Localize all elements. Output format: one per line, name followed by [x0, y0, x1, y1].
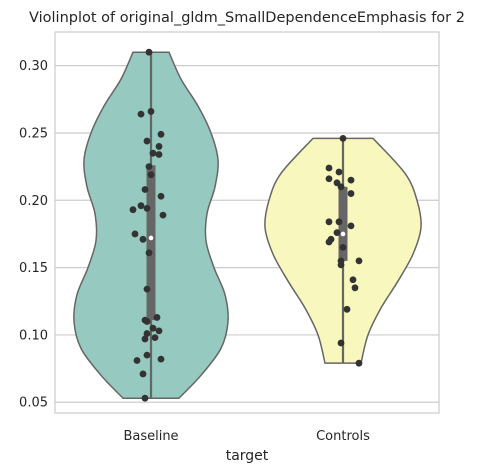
- data-point: [151, 334, 159, 342]
- median-marker-controls: [340, 231, 346, 237]
- data-point: [339, 244, 347, 251]
- x-axis-label: target: [226, 448, 269, 464]
- data-point: [157, 192, 165, 200]
- data-point: [147, 171, 155, 179]
- data-point: [355, 359, 363, 367]
- data-point: [141, 186, 149, 193]
- y-tick-label: 0.25: [19, 126, 48, 141]
- data-point: [143, 318, 151, 325]
- data-point: [155, 151, 163, 158]
- x-tick-label: Controls: [316, 429, 370, 444]
- iqr-box-controls: [338, 186, 348, 261]
- data-point: [343, 305, 351, 313]
- data-point: [337, 339, 345, 347]
- data-point: [347, 222, 355, 230]
- x-tick-labels: Baseline Controls: [123, 429, 370, 444]
- data-point: [129, 206, 137, 214]
- data-point: [337, 261, 345, 269]
- iqr-box-baseline: [146, 165, 156, 321]
- data-point: [157, 355, 165, 363]
- data-point: [141, 394, 149, 402]
- data-point: [337, 183, 345, 191]
- plot-frame: [54, 31, 440, 414]
- data-point: [325, 164, 333, 172]
- data-point: [339, 134, 347, 142]
- data-point: [147, 108, 155, 115]
- data-point: [145, 249, 153, 257]
- data-point: [325, 218, 333, 226]
- data-point: [335, 218, 343, 226]
- data-point: [155, 327, 163, 335]
- data-point: [149, 149, 157, 157]
- data-point: [139, 235, 147, 243]
- data-point: [143, 285, 151, 293]
- data-point: [157, 130, 165, 138]
- y-tick-label: 0.20: [19, 194, 48, 209]
- data-point: [159, 211, 167, 219]
- data-point: [155, 143, 163, 150]
- data-point: [143, 351, 151, 359]
- data-point: [137, 110, 145, 118]
- chart-title: Violinplot of original_gldm_SmallDepende…: [29, 10, 465, 26]
- data-point: [149, 324, 157, 332]
- data-point: [143, 137, 151, 145]
- y-tick-labels: 0.05 0.10 0.15 0.20 0.25 0.30: [19, 59, 48, 411]
- data-point: [145, 163, 153, 171]
- data-point: [355, 257, 363, 265]
- median-marker-baseline: [148, 235, 154, 241]
- y-tick-label: 0.30: [19, 59, 48, 74]
- data-point: [143, 330, 151, 337]
- data-point: [137, 202, 145, 210]
- data-point: [133, 357, 141, 364]
- data-point: [333, 229, 341, 236]
- data-point: [347, 176, 355, 184]
- y-tick-label: 0.15: [19, 261, 48, 276]
- data-point: [141, 335, 149, 343]
- data-point: [325, 175, 333, 183]
- data-point: [335, 168, 343, 176]
- y-tick-label: 0.10: [19, 328, 48, 343]
- data-point: [139, 370, 147, 378]
- data-point: [347, 190, 355, 197]
- data-point: [325, 238, 333, 246]
- data-point: [143, 204, 151, 212]
- data-point: [351, 284, 359, 292]
- data-points: [129, 48, 363, 402]
- data-point: [349, 276, 357, 284]
- data-point: [153, 314, 161, 321]
- y-tick-label: 0.05: [19, 396, 48, 411]
- x-tick-label: Baseline: [123, 429, 178, 444]
- data-point: [145, 48, 153, 56]
- violins: [73, 51, 422, 399]
- data-point: [131, 230, 139, 238]
